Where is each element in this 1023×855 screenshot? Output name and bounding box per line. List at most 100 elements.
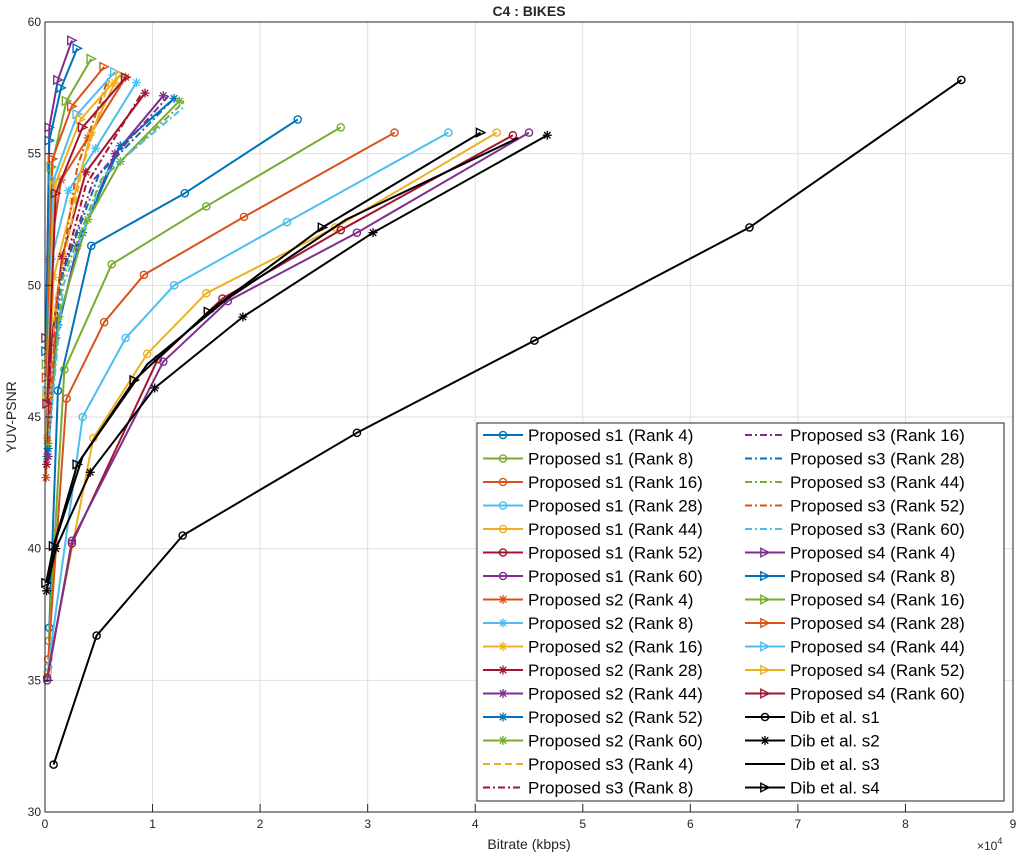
- legend-label: Proposed s4 (Rank 28): [790, 614, 965, 633]
- data-point: [745, 223, 754, 232]
- legend-label: Proposed s1 (Rank 44): [528, 520, 703, 539]
- series-line: [52, 79, 962, 765]
- legend-marker: [760, 594, 771, 605]
- legend-marker: [498, 477, 508, 487]
- data-point: [238, 312, 248, 322]
- legend-label: Dib et al. s3: [790, 755, 880, 774]
- data-point: [444, 128, 453, 137]
- legend-marker: [498, 712, 508, 722]
- legend-box: [476, 422, 1005, 802]
- data-point: [47, 153, 59, 165]
- legend-label: Proposed s2 (Rank 4): [528, 591, 693, 610]
- legend-marker: [760, 570, 771, 582]
- legend-entry: Dib et al. s3: [745, 755, 880, 774]
- data-point: [139, 270, 149, 280]
- legend-marker: [498, 501, 508, 510]
- data-point: [66, 35, 78, 46]
- data-point: [542, 130, 552, 140]
- data-point: [50, 187, 62, 199]
- data-point: [293, 115, 303, 124]
- data-point: [282, 217, 292, 227]
- series-20: [47, 74, 111, 444]
- legend-label: Proposed s4 (Rank 4): [790, 544, 955, 563]
- y-tick-label: 60: [28, 15, 42, 29]
- legend-label: Proposed s2 (Rank 60): [528, 732, 703, 751]
- data-point: [524, 128, 534, 137]
- legend-label: Proposed s2 (Rank 8): [528, 614, 693, 633]
- data-point: [390, 128, 399, 137]
- legend-label: Proposed s4 (Rank 52): [790, 661, 965, 680]
- legend-marker: [760, 712, 770, 722]
- x-tick-label: 7: [795, 817, 802, 831]
- x-multiplier-exponent: 4: [997, 836, 1002, 846]
- legend-entry: Proposed s4 (Rank 44): [745, 638, 965, 657]
- series-28: [42, 71, 132, 410]
- legend-label: Proposed s3 (Rank 52): [790, 497, 965, 516]
- data-point: [120, 71, 132, 83]
- legend-marker: [498, 430, 508, 440]
- data-point: [41, 577, 52, 589]
- legend-entry: Proposed s2 (Rank 60): [483, 732, 703, 751]
- series-29: [49, 75, 966, 769]
- legend-label: Dib et al. s4: [790, 779, 880, 798]
- legend-entry: Proposed s3 (Rank 52): [745, 497, 965, 516]
- y-tick-label: 40: [28, 542, 42, 556]
- x-tick-label: 3: [364, 817, 371, 831]
- legend-entry: Proposed s1 (Rank 52): [483, 544, 703, 563]
- data-point: [178, 531, 187, 540]
- legend-entry: Proposed s1 (Rank 60): [483, 567, 703, 586]
- legend-marker: [498, 571, 508, 581]
- legend-marker: [498, 454, 508, 463]
- series-line: [47, 126, 342, 641]
- legend-marker: [760, 782, 771, 793]
- x-tick-label: 2: [257, 817, 264, 831]
- series-line: [48, 118, 299, 628]
- legend-label: Proposed s1 (Rank 52): [528, 544, 703, 563]
- legend-marker: [498, 642, 508, 651]
- series-line: [45, 131, 482, 584]
- legend-marker: [498, 524, 508, 534]
- data-point: [492, 128, 502, 137]
- series-15: [47, 79, 111, 444]
- data-point: [72, 43, 84, 54]
- legend-marker: [760, 736, 770, 745]
- legend-label: Proposed s1 (Rank 16): [528, 473, 703, 492]
- legend-entry: Dib et al. s2: [745, 732, 880, 751]
- data-point: [92, 631, 101, 640]
- data-point: [86, 241, 96, 251]
- data-point: [957, 75, 966, 85]
- x-tick-label: 4: [472, 817, 479, 831]
- legend-label: Proposed s4 (Rank 8): [790, 567, 955, 586]
- data-point: [202, 288, 211, 298]
- legend-entry: Proposed s2 (Rank 16): [483, 638, 703, 657]
- data-point: [158, 91, 168, 101]
- legend-marker: [498, 595, 508, 604]
- chart-title: C4 : BIKES: [492, 3, 565, 19]
- legend-entry: Proposed s2 (Rank 52): [483, 708, 703, 727]
- legend-entry: Proposed s2 (Rank 44): [483, 685, 703, 704]
- legend-marker: [760, 641, 771, 652]
- legend-entry: Proposed s1 (Rank 28): [483, 497, 703, 516]
- data-point: [368, 228, 378, 238]
- legend-marker: [498, 736, 508, 745]
- legend-entry: Proposed s1 (Rank 16): [483, 473, 703, 492]
- data-point: [336, 225, 346, 235]
- data-point: [49, 179, 61, 191]
- data-point: [41, 473, 51, 483]
- legend-label: Proposed s3 (Rank 28): [790, 450, 965, 469]
- legend-entry: Dib et al. s4: [745, 779, 880, 798]
- legend-entry: Proposed s3 (Rank 16): [745, 426, 965, 445]
- data-point: [72, 459, 84, 470]
- series-line: [48, 100, 186, 431]
- legend-entry: Proposed s1 (Rank 44): [483, 520, 703, 539]
- data-point: [42, 673, 52, 683]
- x-tick-label: 5: [579, 817, 586, 831]
- series-line: [47, 74, 111, 444]
- data-point: [75, 114, 87, 125]
- legend-marker: [498, 618, 508, 628]
- legend-marker: [760, 688, 771, 699]
- data-point: [203, 306, 215, 317]
- data-point: [67, 536, 77, 546]
- legend-entry: Proposed s4 (Rank 8): [745, 567, 955, 586]
